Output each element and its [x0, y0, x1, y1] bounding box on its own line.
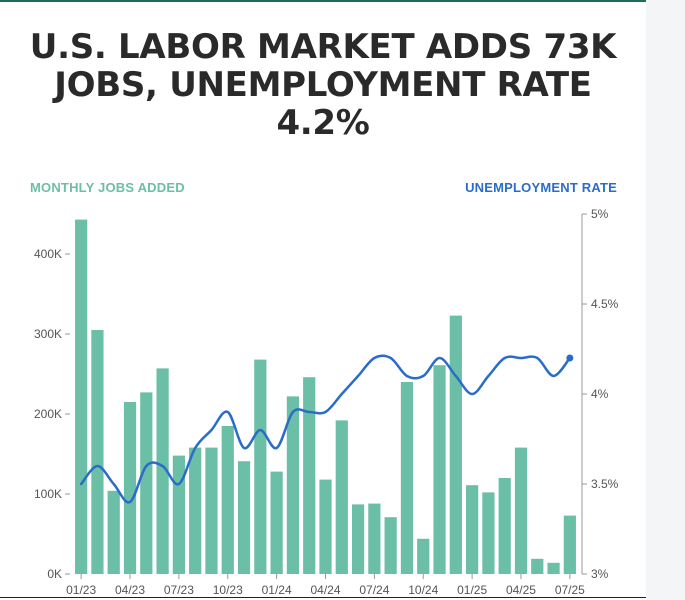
bar-06-24: [351, 504, 365, 574]
bar-03-23: [107, 490, 120, 574]
latest-rate-point: [566, 354, 574, 362]
top-rule: [0, 0, 685, 2]
bar-11-23: [237, 461, 251, 574]
bar-07-24: [368, 503, 381, 574]
bar-08-23: [189, 447, 202, 574]
left-axis-title: MONTHLY JOBS ADDED: [30, 180, 185, 195]
x-tick-label: 07/23: [164, 583, 194, 597]
x-tick-label: 01/25: [457, 583, 487, 597]
bar-07-25: [563, 515, 576, 574]
bar-08-24: [384, 517, 397, 574]
bottom-rule: [0, 597, 646, 598]
bar-01-23: [75, 219, 88, 574]
bar-02-23: [91, 330, 104, 574]
bar-09-23: [205, 447, 218, 574]
bar-11-24: [433, 365, 446, 574]
bar-06-23: [156, 368, 169, 574]
x-tick-label: 07/24: [359, 583, 389, 597]
bar-04-25: [514, 447, 528, 574]
bar-05-23: [140, 392, 153, 574]
bar-01-25: [466, 485, 479, 574]
x-tick-label: 10/24: [408, 583, 438, 597]
chart-title: U.S. LABOR MARKET ADDS 73K JOBS, UNEMPLO…: [29, 27, 617, 143]
x-tick-label: 07/25: [555, 583, 585, 597]
left-tick-label: 300K: [34, 327, 62, 341]
bar-05-25: [531, 558, 544, 574]
bar-07-23: [172, 455, 185, 574]
right-tick-label: 4.5%: [591, 297, 619, 311]
bar-02-24: [286, 396, 300, 574]
left-tick-label: 200K: [34, 407, 62, 421]
left-tick-label: 100K: [34, 487, 62, 501]
bar-09-24: [400, 382, 414, 574]
bar-10-24: [417, 538, 430, 574]
bar-12-23: [254, 359, 267, 574]
bar-03-24: [303, 377, 316, 574]
left-tick-label: 400K: [34, 247, 62, 261]
bar-10-23: [221, 426, 234, 574]
bar-06-25: [547, 562, 560, 574]
bar-12-24: [449, 315, 462, 574]
x-tick-label: 01/23: [66, 583, 96, 597]
bar-01-24: [270, 471, 283, 574]
x-tick-label: 04/23: [115, 583, 145, 597]
x-tick-label: 04/24: [310, 583, 340, 597]
right-tick-label: 3%: [591, 567, 609, 581]
bar-04-24: [319, 479, 332, 574]
x-tick-label: 04/25: [506, 583, 536, 597]
x-tick-label: 01/24: [262, 583, 292, 597]
left-tick-label: 0K: [47, 567, 62, 581]
bar-02-25: [482, 492, 495, 574]
right-tick-label: 5%: [591, 207, 609, 221]
right-axis-title: UNEMPLOYMENT RATE: [465, 180, 617, 195]
bar-05-24: [335, 420, 348, 574]
unemployment-rate-line: [79, 354, 572, 504]
right-tick-label: 3.5%: [591, 477, 619, 491]
bar-04-23: [123, 402, 137, 574]
bar-03-25: [498, 478, 511, 574]
x-tick-label: 10/23: [213, 583, 243, 597]
right-tick-label: 4%: [591, 387, 609, 401]
right-margin-strip: [646, 0, 685, 600]
